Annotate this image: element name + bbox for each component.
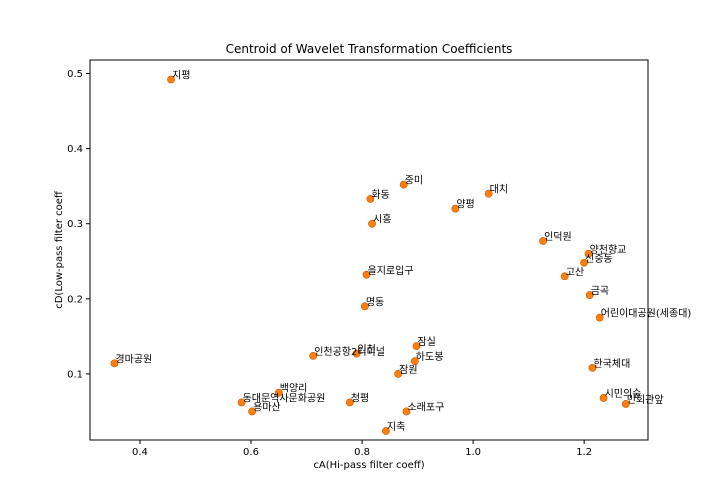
point-label: 을지로입구	[368, 264, 414, 277]
data-point	[585, 291, 594, 299]
point-label: 인천공항2터미널	[314, 346, 385, 358]
point-label: 대치	[490, 184, 508, 196]
y-tick-label: 0.1	[67, 369, 83, 380]
data-point	[110, 359, 119, 368]
point-label: 화동	[371, 189, 389, 201]
point-label: 양천향교	[590, 244, 627, 256]
data-point	[584, 249, 593, 258]
data-point	[368, 219, 376, 228]
point-label: 지평	[172, 70, 190, 82]
point-label: 소래포구	[407, 401, 444, 413]
point-label: 신중동	[585, 253, 613, 265]
x-axis-ticks: 0.4 0.6 0.8 1.0 1.2	[132, 440, 592, 458]
data-point	[382, 427, 390, 435]
x-tick-label: 0.6	[243, 447, 259, 458]
point-label: 용마산	[253, 401, 281, 413]
point-label: 시민의숲	[605, 388, 642, 400]
data-point	[599, 394, 608, 402]
data-point	[539, 237, 547, 245]
data-point	[360, 302, 369, 311]
point-label: 한국체대	[593, 358, 630, 370]
data-point	[560, 272, 569, 281]
x-tick-label: 0.4	[132, 447, 148, 458]
point-label: 동대문역사문화공원	[243, 392, 326, 404]
data-point	[237, 398, 246, 407]
point-label: 잠원	[399, 364, 417, 376]
point-label: 하도봉	[416, 350, 444, 363]
y-tick-label: 0.5	[67, 69, 83, 80]
point-label: 청평	[351, 392, 369, 404]
data-point	[588, 364, 597, 372]
point-label: 명동	[366, 296, 384, 308]
y-tick-label: 0.3	[67, 219, 83, 230]
data-point	[167, 75, 175, 84]
data-point	[394, 370, 403, 378]
data-point	[352, 349, 361, 358]
x-axis-label: cA(Hi-pass filter coeff)	[313, 460, 424, 471]
point-label: 잠실	[417, 336, 435, 348]
data-point	[412, 342, 421, 351]
point-label: 어린이대공원(세종대)	[601, 308, 692, 320]
data-point	[621, 400, 630, 408]
point-label: 시흥	[373, 213, 391, 226]
point-label: 백양리	[280, 383, 308, 395]
data-point	[580, 258, 589, 267]
point-label: 양평	[456, 199, 474, 211]
y-axis-label: cD(Low-pass filter coeff	[54, 190, 65, 309]
data-point	[402, 407, 411, 416]
data-point	[309, 351, 318, 360]
x-tick-label: 1.2	[576, 447, 592, 458]
plot-frame	[89, 59, 649, 441]
data-point	[345, 398, 354, 407]
data-point	[595, 313, 604, 322]
point-label: 지축	[387, 421, 405, 433]
data-point	[484, 189, 493, 198]
x-tick-label: 1.0	[465, 447, 481, 458]
data-point	[366, 195, 375, 203]
data-point	[399, 180, 408, 189]
chart-title: Centroid of Wavelet Transformation Coeff…	[226, 42, 513, 56]
point-label: 민회관앞	[627, 394, 664, 406]
point-label: 금곡	[591, 285, 609, 297]
point-label: 인천	[358, 344, 376, 356]
data-point	[362, 270, 371, 279]
point-label: 경마공원	[115, 352, 152, 365]
y-tick-label: 0.4	[67, 144, 83, 155]
data-point	[410, 357, 419, 366]
data-point	[274, 388, 283, 397]
data-point	[248, 407, 257, 416]
data-point	[451, 204, 460, 213]
point-label: 중미	[405, 175, 423, 187]
x-tick-label: 0.8	[354, 447, 370, 458]
y-tick-label: 0.2	[67, 294, 83, 305]
point-label: 인덕원	[544, 231, 572, 243]
y-axis-ticks: 0.1 0.2 0.3 0.4 0.5	[67, 69, 90, 380]
point-label: 고산	[566, 266, 584, 278]
